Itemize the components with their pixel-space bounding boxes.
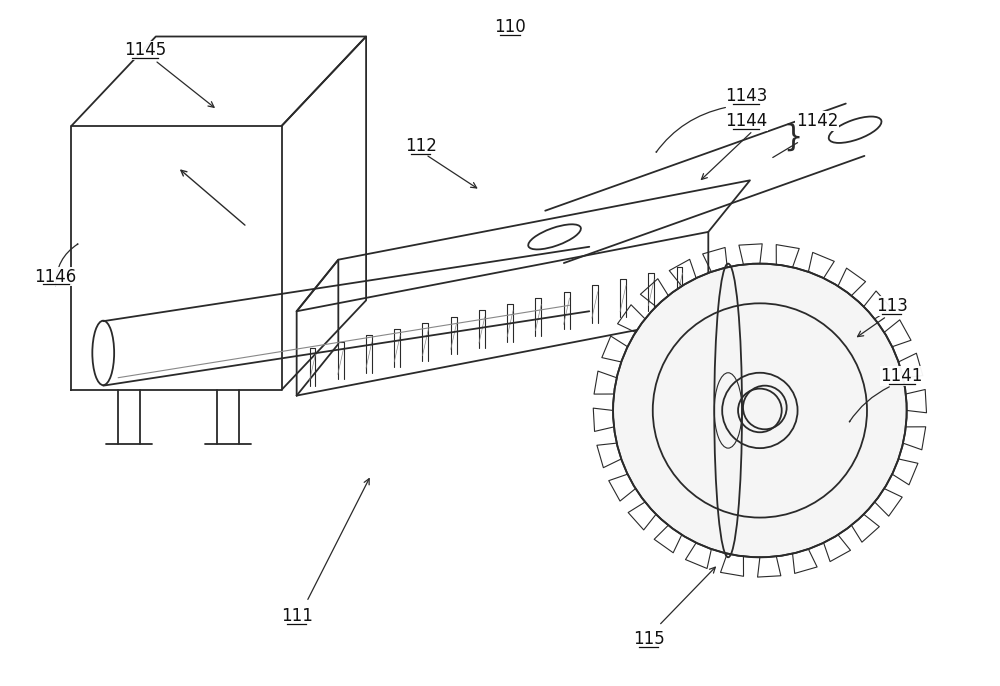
Text: 1142: 1142 bbox=[796, 112, 839, 130]
Text: 1146: 1146 bbox=[35, 268, 77, 285]
Text: 115: 115 bbox=[633, 630, 665, 648]
Text: 112: 112 bbox=[405, 137, 437, 154]
Text: 111: 111 bbox=[281, 607, 313, 625]
Text: 1143: 1143 bbox=[725, 87, 767, 105]
FancyArrowPatch shape bbox=[849, 387, 889, 422]
Text: 1141: 1141 bbox=[881, 367, 923, 385]
Circle shape bbox=[613, 263, 907, 557]
Text: 113: 113 bbox=[876, 297, 908, 316]
Text: 110: 110 bbox=[494, 18, 526, 36]
Text: }: } bbox=[783, 123, 802, 152]
FancyArrowPatch shape bbox=[56, 244, 78, 285]
FancyArrowPatch shape bbox=[656, 108, 725, 152]
Text: 1145: 1145 bbox=[124, 41, 166, 60]
Text: 1144: 1144 bbox=[725, 112, 767, 130]
